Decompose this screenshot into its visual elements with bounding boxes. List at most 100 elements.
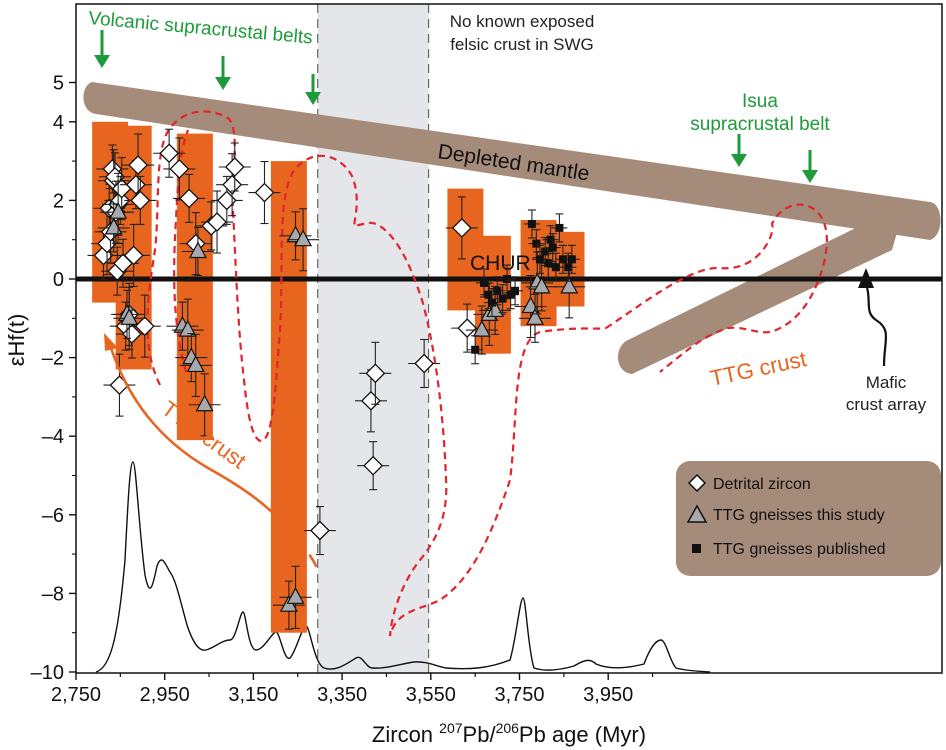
detrital-zircon-point xyxy=(179,188,200,209)
depleted-mantle-band xyxy=(83,82,941,240)
ttg-study-point xyxy=(560,276,579,294)
mafic-crust-array-band xyxy=(617,215,900,374)
ttg-published-point xyxy=(488,298,497,307)
detrital-zircon-point xyxy=(130,190,151,211)
detrital-zircon-point xyxy=(134,316,155,337)
detrital-zircon-point xyxy=(414,353,435,374)
detrital-zircon-point xyxy=(365,363,386,384)
isua-label-line2: supracrustal belt xyxy=(690,114,830,135)
ttg-study-point xyxy=(109,201,128,219)
ttg-study-point xyxy=(195,394,214,412)
detrital-zircon-point xyxy=(310,520,330,541)
mafic-label-line2: crust array xyxy=(846,395,927,414)
hf-envelopes xyxy=(146,110,828,637)
ttg-crust-right-label: TTG crust xyxy=(708,346,809,391)
detrital-zircon-point xyxy=(123,245,144,266)
detrital-zircon-point xyxy=(159,143,180,164)
green-arrow-head xyxy=(802,170,818,183)
ttg-published-point xyxy=(555,223,564,232)
legend-square-icon xyxy=(692,544,701,553)
ttg-published-point xyxy=(535,255,544,264)
ttg-published-point xyxy=(471,345,480,354)
x-axis-ticks: 2,750 2,950 3,150 3,350 3,550 3,750 3,950 xyxy=(51,673,654,706)
y-tick-label: 5 xyxy=(53,73,64,95)
green-arrow-head xyxy=(305,92,321,105)
ttg-study-point xyxy=(472,319,491,337)
legend-ttg-published-label: TTG gneisses published xyxy=(713,541,886,558)
y-tick-label: –4 xyxy=(42,426,64,448)
isua-label-line1: Isua xyxy=(742,91,778,112)
detrital-zircon-point xyxy=(169,159,190,179)
ttg-published-point xyxy=(546,235,555,244)
volcanic-belts-label: Volcanic supracrustal belts xyxy=(88,8,314,49)
legend-triangle-icon xyxy=(686,504,708,523)
x-tick-label: 2,950 xyxy=(140,684,190,706)
detrital-zircon-point xyxy=(363,455,384,476)
legend: Detrital zircon TTG gneisses this study … xyxy=(676,461,941,576)
x-tick-label: 3,750 xyxy=(494,684,544,706)
legend-ttg-study-label: TTG gneisses this study xyxy=(713,507,885,524)
no-crust-label-line1: No known exposed xyxy=(450,12,595,31)
legend-detrital-label: Detrital zircon xyxy=(713,476,811,493)
mafic-arrow-line xyxy=(864,283,888,367)
ttg-crust-left-arrow xyxy=(104,333,320,571)
ttg-published-point xyxy=(558,255,567,264)
x-tick-label: 3,950 xyxy=(583,684,633,706)
chur-label: CHUR xyxy=(470,252,531,275)
envelope-right xyxy=(605,203,828,373)
y-tick-label: –10 xyxy=(31,662,64,684)
mafic-arrow-head xyxy=(858,268,874,288)
detrital-zircon-point xyxy=(216,190,237,211)
envelope-left xyxy=(146,110,607,637)
volcanic-arrows xyxy=(94,30,818,183)
x-axis-title: Zircon 207Pb/206Pb age (Myr) xyxy=(372,720,646,747)
mafic-arrow xyxy=(858,268,888,367)
ttg-study-point xyxy=(532,276,551,294)
legend-diamond-icon xyxy=(687,473,707,493)
ttg-study-point xyxy=(286,587,305,604)
ttg-study-point xyxy=(526,308,545,325)
plot-frame xyxy=(75,3,943,674)
green-arrow-head xyxy=(94,55,110,68)
ttg-published-point xyxy=(567,255,576,264)
x-tick-label: 3,550 xyxy=(406,684,456,706)
legend-box xyxy=(676,461,941,576)
detrital-zircon-point xyxy=(222,174,243,195)
ttg-published-point xyxy=(493,286,502,295)
y-tick-label: 0 xyxy=(53,269,64,291)
ttg-published-point xyxy=(484,290,493,299)
y-tick-label: 4 xyxy=(53,112,64,134)
detrital-zircon-point xyxy=(254,182,275,203)
ttg-published-point xyxy=(564,263,573,272)
detrital-zircon-point xyxy=(207,212,227,232)
ttg-study-point xyxy=(186,355,205,373)
detrital-zircon-point xyxy=(457,318,478,339)
ttg-study-point xyxy=(188,241,207,259)
ttg-published-point xyxy=(498,294,507,303)
no-felsic-crust-band xyxy=(317,4,429,673)
ttg-study-point xyxy=(294,229,313,247)
data-points xyxy=(87,128,586,630)
ttg-published-point xyxy=(506,290,515,299)
detrital-zircon-point xyxy=(224,157,245,177)
ttg-arrow-line xyxy=(108,344,277,517)
x-tick-label: 3,350 xyxy=(317,684,367,706)
detrital-zircon-point xyxy=(128,155,149,175)
x-tick-label: 2,750 xyxy=(51,684,101,706)
y-tick-label: –8 xyxy=(42,583,64,605)
ttg-published-point xyxy=(548,243,557,252)
orange-bar xyxy=(270,161,307,633)
ttg-published-point xyxy=(544,259,553,268)
y-axis-title: εHf(t) xyxy=(4,314,29,367)
ttg-published-point xyxy=(503,275,512,283)
ttg-published-point xyxy=(541,247,550,256)
y-tick-label: 2 xyxy=(53,190,64,212)
no-crust-label-line2: felsic crust in SWG xyxy=(450,35,594,54)
ttg-arrow-dashes xyxy=(279,521,320,571)
orange-bar xyxy=(176,133,213,441)
ttg-published-point xyxy=(551,263,560,272)
ttg-study-point xyxy=(120,308,139,325)
ttg-published-point xyxy=(511,286,520,295)
x-tick-label: 3,150 xyxy=(228,684,278,706)
